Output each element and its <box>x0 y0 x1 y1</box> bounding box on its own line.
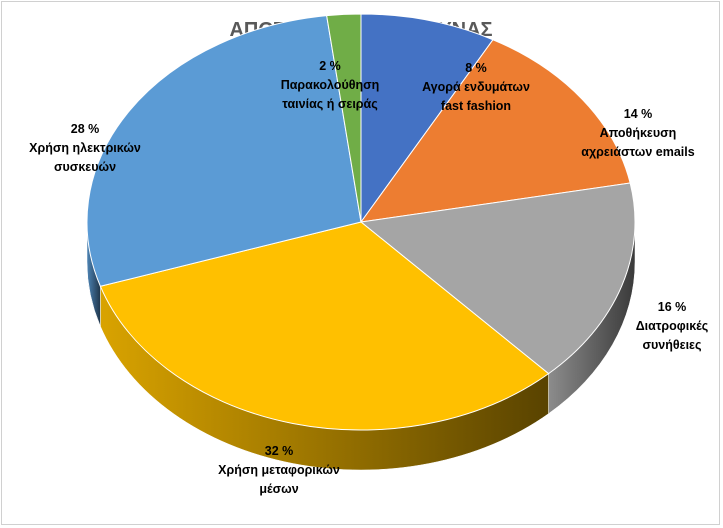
pie-slice <box>359 39 631 223</box>
pie-slice <box>99 221 550 431</box>
pie-data-label: 16 % Διατροφικές συνήθειες <box>636 300 709 352</box>
pie-slices <box>86 13 636 431</box>
pie-data-label: 2 % Παρακολούθηση ταινίας ή σειράς <box>281 59 380 111</box>
pie-data-label: 28 % Χρήση ηλεκτρικών συσκευών <box>29 122 141 174</box>
pie-slice <box>326 13 362 223</box>
pie-slice <box>360 13 494 224</box>
pie-labels: 8 % Αγορά ενδυμάτων fast fashion 14 % Αποθήκ… <box>29 59 708 496</box>
pie-data-label: 8 % Αγορά ενδυμάτων fast fashion <box>422 61 530 113</box>
pie-slice <box>359 182 636 375</box>
pie-data-label: 14 % Αποθήκευση αχρειάστων emails <box>581 107 694 159</box>
pie-slice <box>86 15 362 287</box>
pie-data-label: 32 % Χρήση μεταφορικών μέσων <box>218 444 340 496</box>
